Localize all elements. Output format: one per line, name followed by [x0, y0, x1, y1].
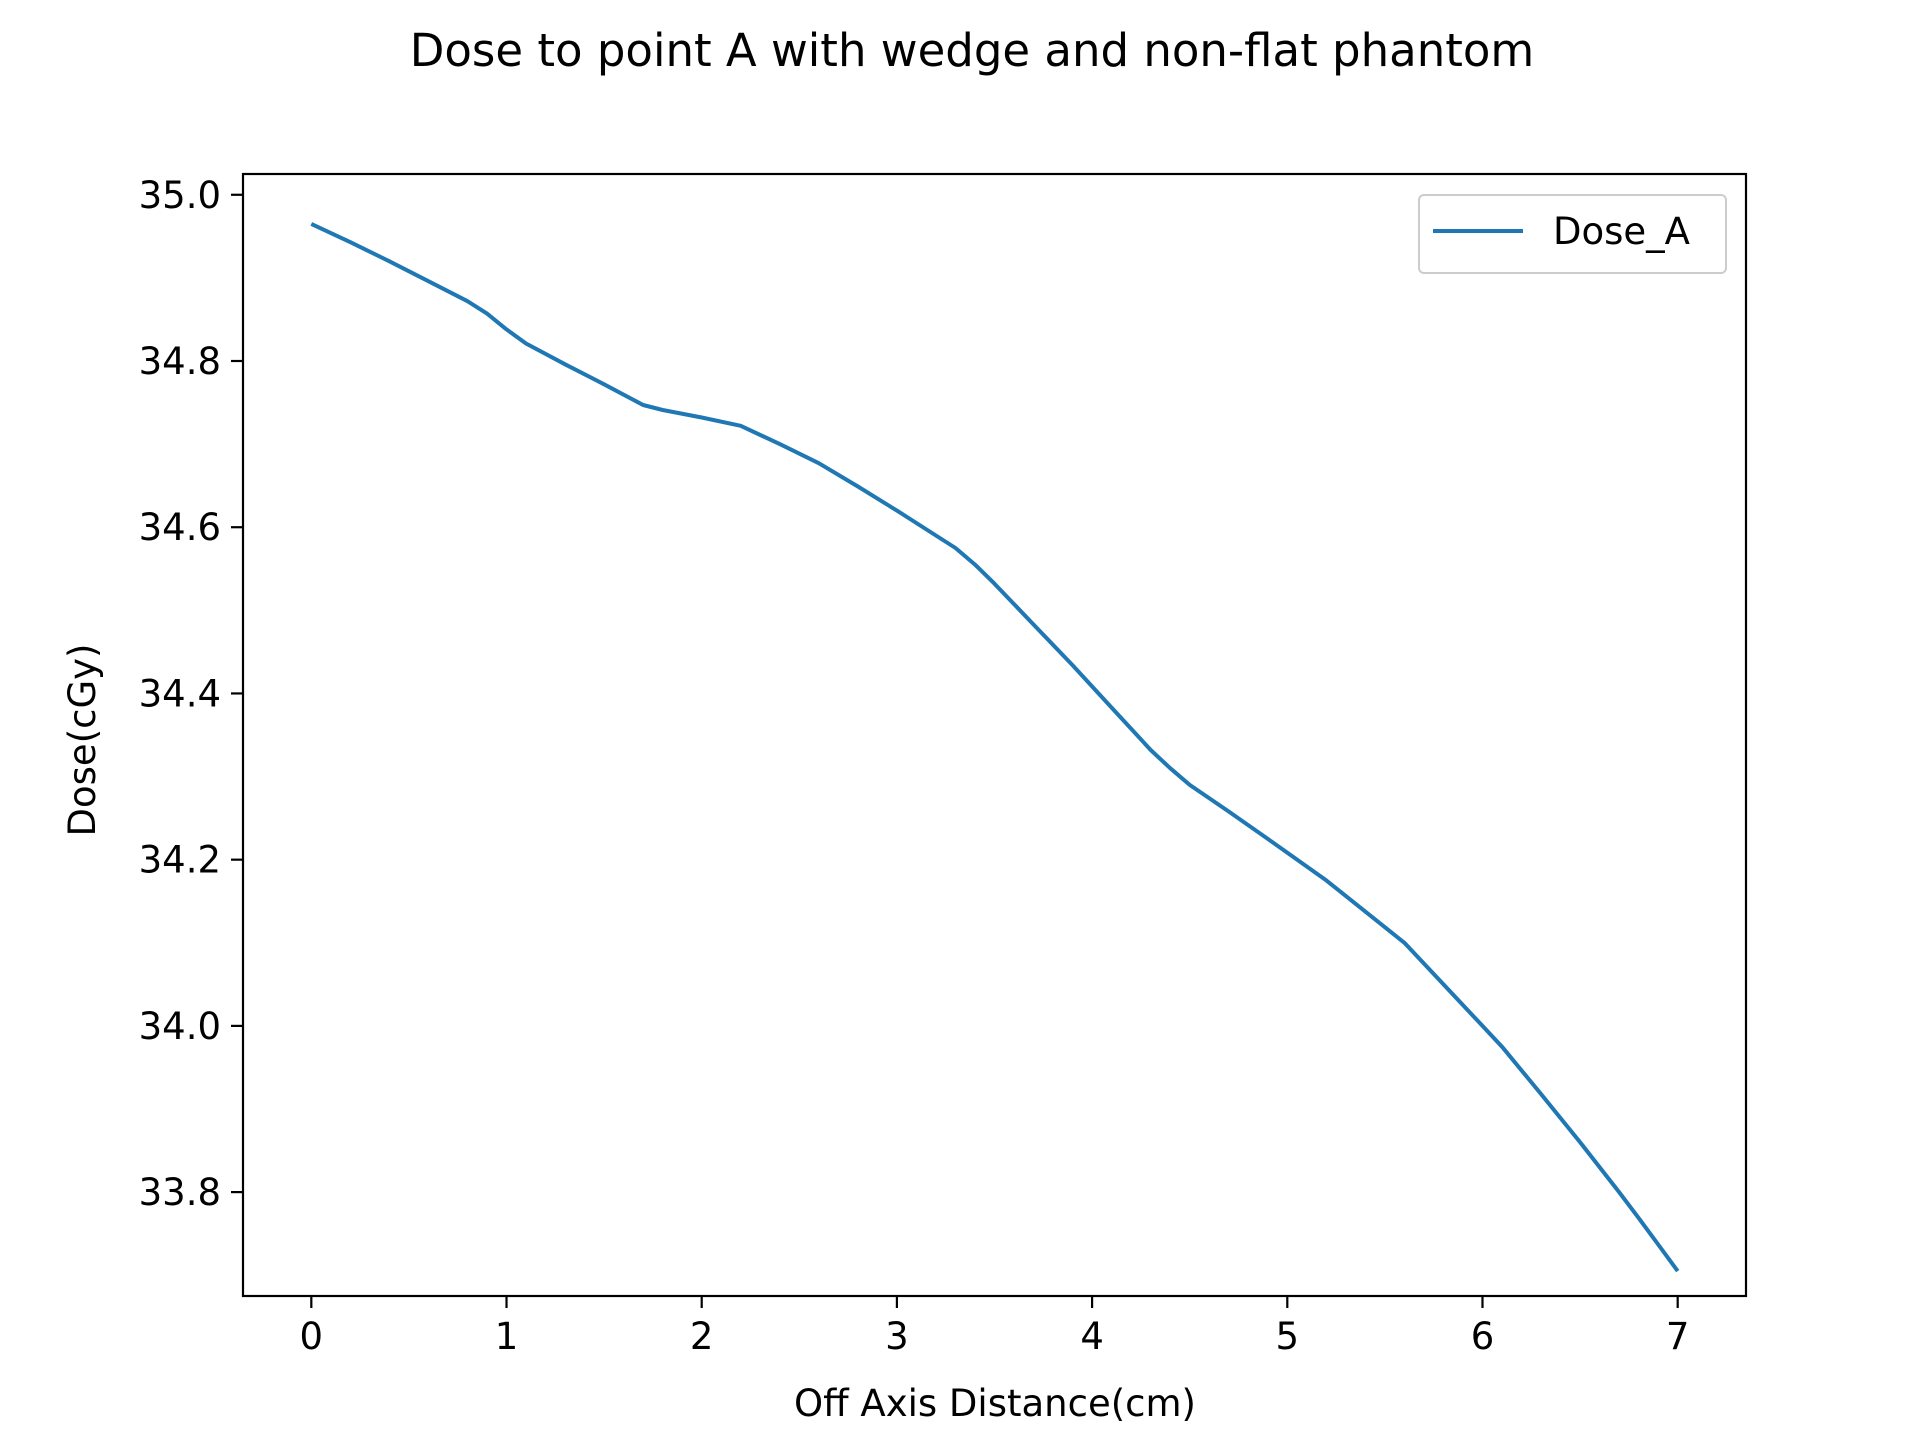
y-axis: 33.8 34.0 34.2 34.4 34.6 34.8 35.0	[139, 174, 243, 1214]
y-tick-label: 34.6	[139, 506, 221, 549]
y-tick-label: 34.2	[139, 839, 221, 882]
y-tick-label: 34.4	[139, 672, 221, 715]
series-line-dose-a	[310, 222, 1680, 1273]
series-layer	[310, 222, 1680, 1273]
legend-label: Dose_A	[1553, 210, 1690, 253]
x-tick-label: 2	[690, 1315, 714, 1358]
y-tick-label: 35.0	[139, 174, 221, 217]
y-axis-label: Dose(cGy)	[61, 644, 104, 837]
y-tick-label: 34.0	[139, 1005, 221, 1048]
y-tick-label: 33.8	[139, 1171, 221, 1214]
chart-title: Dose to point A with wedge and non-flat …	[410, 24, 1534, 77]
x-tick-label: 5	[1276, 1315, 1300, 1358]
x-tick-label: 0	[300, 1315, 324, 1358]
x-tick-label: 4	[1080, 1315, 1104, 1358]
legend-box	[1418, 194, 1727, 274]
x-tick-label: 6	[1471, 1315, 1495, 1358]
legend: Dose_A	[1418, 194, 1727, 274]
x-axis: 0 1 2 3 4 5 6 7	[300, 1296, 1690, 1358]
plot-area	[241, 172, 1748, 1298]
x-tick-label: 7	[1666, 1315, 1690, 1358]
y-tick-label: 34.8	[139, 340, 221, 383]
x-tick-label: 3	[885, 1315, 909, 1358]
x-tick-label: 1	[495, 1315, 519, 1358]
x-axis-label: Off Axis Distance(cm)	[794, 1382, 1196, 1425]
